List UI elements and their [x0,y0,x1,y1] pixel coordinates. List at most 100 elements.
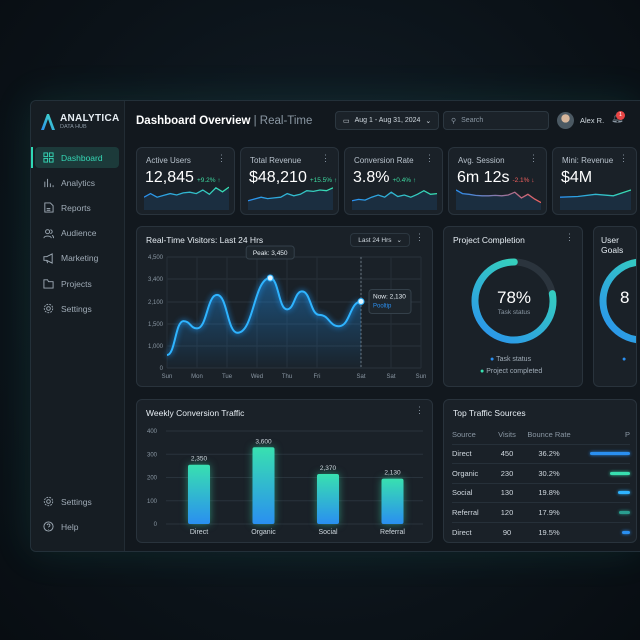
donut-chart [471,258,557,344]
logo: ANALYTICA DATA HUB [41,113,120,130]
kpi-number: $4M [561,169,593,186]
kpi-delta: -2.1% ↓ [512,177,535,184]
table-cell: 30.2% [522,463,576,484]
kpi-value: $48,210 +15.5% ↑ [249,169,337,187]
kpi-number: 3.8% [353,169,390,186]
kpi-card: Total Revenue ⋮ $48,210 +15.5% ↑ [240,147,339,215]
more-icon[interactable]: ⋮ [415,405,424,415]
sparkline-line [144,186,229,198]
table-cell: 450 [492,444,522,464]
x-tick-label: Direct [190,529,208,536]
kpi-title: Mini: Revenue [562,156,614,165]
progress-cell [576,444,630,464]
user-name[interactable]: Alex R. [580,116,605,125]
sidebar-item-projects[interactable]: Projects [35,273,119,294]
y-tick-label: 0 [160,366,164,372]
table-row[interactable]: Organic 230 30.2% [452,463,630,484]
y-tick-label: 2,100 [148,300,164,306]
y-tick-label: 4,500 [148,255,164,261]
more-icon[interactable]: ⋮ [565,232,574,242]
sidebar-item-audience[interactable]: Audience [35,223,119,244]
kpi-value: 12,845 +9.2% ↑ [145,169,221,187]
bar-referral [381,478,404,524]
goal-donut [599,258,636,344]
progress-cell [576,522,630,542]
kpi-title: Total Revenue [250,156,302,165]
sidebar-item-reports[interactable]: Reports [35,197,119,218]
table-row[interactable]: Referral 120 17.9% [452,502,630,523]
sparkline [560,189,631,210]
sidebar-item-label: Settings [61,496,92,507]
goal-value: 8 [620,288,630,307]
weekly-title: Weekly Conversion Traffic [146,408,245,418]
table-cell: 130 [492,483,522,503]
gear-icon [43,496,54,507]
x-tick-label: Wed [251,374,263,380]
column-header[interactable]: Visits [492,426,522,445]
table-row[interactable]: Social 130 19.8% [452,483,630,503]
date-range-picker[interactable]: ▭ Aug 1 - Aug 31, 2024 ⌄ [335,111,440,130]
chevron-down-icon: ⌄ [396,237,402,244]
donut-progress [471,258,557,344]
sidebar-item-analytics[interactable]: Analytics [35,172,119,193]
table-cell: 36.2% [522,444,576,464]
avatar[interactable] [557,112,574,129]
range-text: Last 24 Hrs [358,236,392,244]
active-indicator [31,147,33,168]
y-tick-label: 300 [147,452,158,458]
table-row[interactable]: Direct 90 19.5% [452,522,630,542]
visitors-card: Real-Time Visitors: Last 24 Hrs Last 24 … [136,226,433,387]
progress-cell [576,483,630,503]
kpi-delta: +0.4% ↑ [392,177,417,184]
column-header[interactable]: Source [452,426,492,445]
bar-direct [188,464,210,524]
more-icon[interactable]: ⋮ [529,153,538,163]
sidebar-item-settings[interactable]: Settings [35,491,119,512]
sidebar-item-marketing[interactable]: Marketing [35,248,119,269]
range-select[interactable]: Last 24 Hrs ⌄ [350,233,410,247]
traffic-card: Top Traffic Sources Source Visits Bounce R… [443,399,637,543]
sparkline [456,189,541,210]
x-tick-label: Sun [162,374,173,380]
help-icon [43,521,54,532]
gear-icon [43,304,54,314]
more-icon[interactable]: ⋮ [619,153,628,163]
kpi-card: Active Users ⋮ 12,845 +9.2% ↑ [136,147,235,215]
column-header[interactable]: Bounce Rate [522,426,576,445]
kpi-value: 3.8% +0.4% ↑ [353,169,416,187]
table-cell: Direct [452,527,472,537]
calendar-icon: ▭ [343,117,350,125]
document-icon [44,202,54,213]
notification-badge: 1 [616,111,625,120]
sidebar-item-help[interactable]: Help [35,516,119,537]
column-header[interactable]: P [576,426,630,445]
y-tick-label: 3,400 [148,277,164,283]
more-icon[interactable]: ⋮ [425,153,434,163]
traffic-title: Top Traffic Sources [453,408,526,418]
sparkline-area [560,190,631,210]
sidebar-item-label: Help [61,521,79,532]
sidebar-item-dashboard[interactable]: Dashboard [35,147,119,168]
y-tick-label: 400 [147,429,158,435]
bar-label: 2,130 [384,470,401,477]
table-row[interactable]: Direct 450 36.2% [452,444,630,464]
more-icon[interactable]: ⋮ [217,153,226,163]
sidebar-item-settings[interactable]: Settings [35,298,119,319]
table-cell: 17.9% [522,502,576,523]
user-goals-card: User Goals 8 ● [593,226,637,387]
kpi-number: 6m 12s [457,169,510,186]
y-tick-label: 0 [154,522,158,528]
brand-name: ANALYTICA [60,113,120,124]
project-title: Project Completion [453,235,525,245]
x-tick-label: Fri [314,374,321,380]
table-cell: Social [452,483,492,503]
more-icon[interactable]: ⋮ [415,232,424,242]
sparkline-line [456,189,541,204]
sidebar: ANALYTICA DATA HUB Dashboard Analytics Repo… [31,101,125,551]
sparkline-area [144,187,229,210]
logo-icon [41,113,55,130]
search-input[interactable]: ⚲ Search [443,111,549,130]
more-icon[interactable]: ⋮ [321,153,330,163]
kpi-title: Avg. Session [458,156,505,165]
kpi-title: Conversion Rate [354,156,414,165]
